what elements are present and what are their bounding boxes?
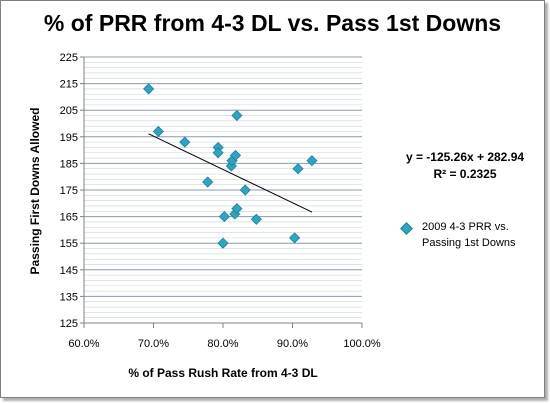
y-tick-label: 175 (60, 185, 78, 197)
data-point-diamond (250, 213, 262, 225)
y-tick-label: 125 (60, 318, 78, 330)
data-point-diamond (231, 109, 243, 122)
data-point-diamond (218, 211, 230, 223)
data-point-diamond (231, 203, 243, 215)
data-points (143, 83, 318, 249)
data-point-diamond (202, 176, 214, 188)
y-tick-label: 205 (60, 105, 78, 117)
x-tick-label: 80.0% (207, 338, 238, 350)
trendline-equation: y = -125.26x + 282.94 (405, 150, 525, 164)
data-point-diamond (179, 136, 191, 148)
data-point-diamond (212, 147, 224, 159)
trendline-r-squared: R² = 0.2325 (433, 167, 497, 181)
x-tick-label: 70.0% (138, 338, 169, 350)
y-axis-label: Passing First Downs Allowed (28, 107, 42, 275)
y-tick-label: 185 (60, 158, 78, 170)
data-point-diamond (143, 83, 155, 95)
y-tick-label: 215 (60, 79, 78, 91)
data-point-diamond (239, 184, 251, 196)
trendline (148, 133, 313, 213)
data-point-diamond (217, 237, 229, 249)
y-tick-label: 135 (60, 291, 78, 303)
y-tick-label: 155 (60, 238, 78, 250)
data-point-diamond (152, 125, 164, 138)
x-axis-label: % of Pass Rush Rate from 4-3 DL (128, 366, 318, 380)
y-tick-label: 145 (60, 265, 78, 277)
linear-trendline (148, 133, 313, 213)
y-tick-label: 195 (60, 132, 78, 144)
legend-entry: 2009 4-3 PRR vs. Passing 1st Downs (422, 221, 516, 249)
y-tick-labels: 125 135 145 155 165 175 185 195 205 215 225 (60, 52, 78, 330)
y-tick-label: 165 (60, 212, 78, 224)
gridlines (84, 56, 362, 324)
x-tick-label: 90.0% (277, 338, 308, 350)
data-point-diamond (229, 149, 242, 161)
x-tick-labels: 60.0% 70.0% 80.0% 90.0% 100.0% (68, 338, 380, 350)
x-tick-label: 60.0% (68, 338, 99, 350)
data-point-diamond (306, 155, 318, 167)
data-point-diamond (292, 163, 304, 175)
data-point-diamond (289, 232, 301, 244)
chart-title: % of PRR from 4-3 DL vs. Pass 1st Downs (43, 10, 502, 36)
axes (80, 56, 363, 328)
x-tick-label: 100.0% (343, 338, 381, 350)
y-tick-label: 225 (60, 52, 78, 64)
